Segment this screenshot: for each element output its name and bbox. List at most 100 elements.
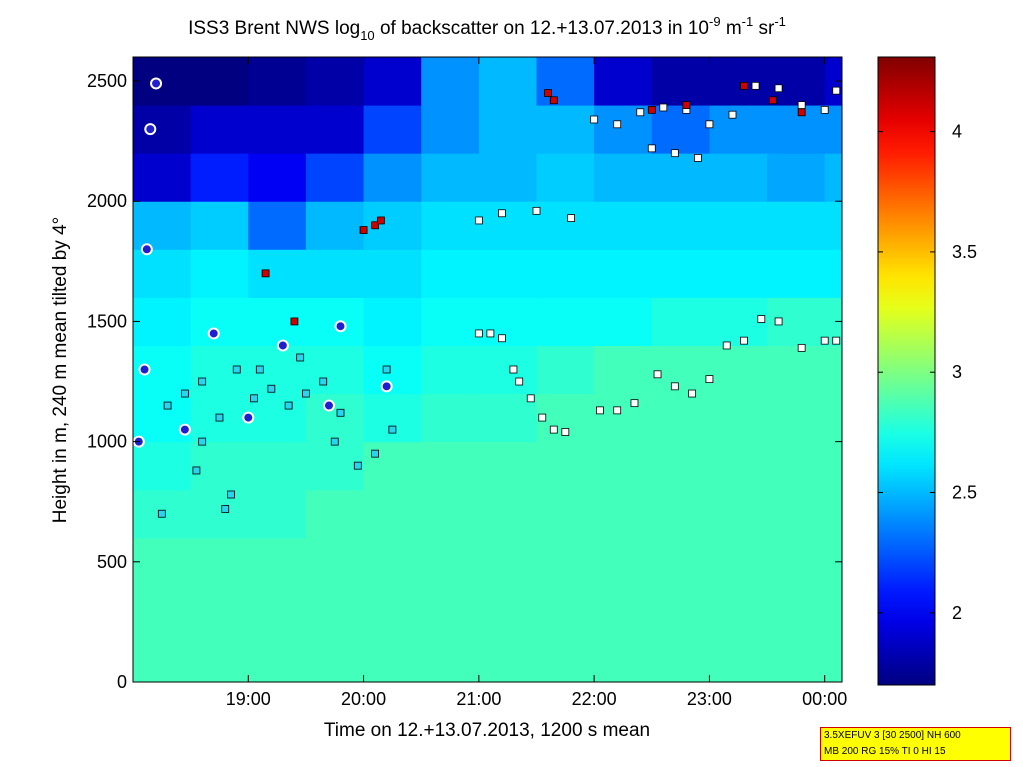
- y-tick-label: 2000: [87, 191, 127, 211]
- marker: [221, 505, 230, 513]
- heat-cell: [594, 441, 653, 491]
- heat-cell: [767, 249, 826, 298]
- heat-cell: [133, 537, 192, 587]
- heat-cell: [190, 57, 249, 106]
- heat-cell: [651, 537, 710, 587]
- heat-cell: [594, 57, 653, 106]
- heat-cell: [536, 105, 595, 154]
- heat-cell: [594, 297, 653, 346]
- heat-cell: [651, 441, 710, 491]
- heat-cell: [248, 537, 307, 587]
- heat-cell: [767, 201, 826, 250]
- heat-cell: [651, 201, 710, 250]
- heat-cell: [248, 201, 307, 250]
- title-sup: -9: [709, 14, 721, 29]
- heat-cell: [478, 249, 537, 298]
- heat-cell: [651, 633, 710, 682]
- heat-cell: [824, 297, 842, 346]
- heat-cell: [248, 633, 307, 682]
- heat-cell: [363, 441, 422, 491]
- marker: [751, 81, 760, 90]
- heat-cell: [248, 393, 307, 443]
- colorbar-tick-label: 2: [952, 603, 962, 623]
- heat-cell: [363, 633, 422, 682]
- marker: [636, 108, 645, 117]
- marker: [150, 77, 163, 90]
- marker: [388, 425, 397, 434]
- marker: [653, 370, 662, 379]
- heat-cell: [133, 297, 192, 346]
- heat-cell: [709, 57, 768, 106]
- marker: [515, 377, 524, 386]
- markers: [133, 77, 841, 518]
- heat-cell: [824, 489, 842, 539]
- marker: [232, 365, 241, 374]
- marker: [322, 399, 335, 412]
- marker: [474, 216, 483, 225]
- heat-cell: [594, 585, 653, 635]
- marker: [740, 336, 748, 345]
- marker: [163, 401, 172, 410]
- marker: [820, 336, 829, 345]
- heat-cell: [651, 297, 710, 346]
- marker: [140, 243, 153, 256]
- marker: [474, 329, 483, 338]
- heat-cell: [651, 345, 710, 395]
- heat-cell: [190, 297, 249, 346]
- marker: [284, 401, 293, 410]
- heat-cell: [536, 153, 595, 202]
- heat-cell: [709, 537, 768, 587]
- heat-cell: [248, 585, 307, 635]
- marker: [590, 115, 599, 124]
- heat-cell: [594, 537, 653, 587]
- marker: [215, 413, 224, 422]
- x-tick-label: 00:00: [802, 689, 847, 709]
- heat-cell: [536, 345, 595, 395]
- heat-cell: [305, 153, 365, 202]
- heat-cell: [478, 201, 537, 250]
- marker: [722, 341, 731, 350]
- marker: [353, 461, 362, 470]
- heat-cell: [824, 105, 842, 154]
- heat-cell: [421, 201, 480, 250]
- info-line: MB 200 RG 15% TI 0 HI 15: [824, 746, 946, 757]
- heat-cell: [709, 393, 768, 443]
- heat-cell: [478, 153, 537, 202]
- heat-cell: [594, 345, 653, 395]
- heat-cell: [536, 585, 595, 635]
- title-part: of backscatter on 12.+13.07.2013 in 10: [375, 18, 709, 39]
- x-axis-label: Time on 12.+13.07.2013, 1200 s mean: [324, 720, 650, 741]
- colorbar-tick-label: 3: [952, 362, 962, 382]
- marker: [740, 81, 748, 90]
- heat-cell: [421, 489, 480, 539]
- marker: [670, 382, 679, 391]
- marker: [178, 423, 191, 436]
- marker: [334, 320, 347, 333]
- marker: [157, 509, 166, 518]
- y-axis-label: Height in m, 240 m mean tilted by 4°: [50, 217, 71, 523]
- heat-cell: [651, 105, 710, 154]
- marker: [371, 449, 379, 458]
- marker: [693, 154, 702, 162]
- marker: [688, 389, 697, 398]
- heat-cell: [421, 57, 480, 106]
- marker: [242, 411, 255, 424]
- heat-cell: [248, 57, 307, 106]
- marker: [544, 89, 552, 97]
- marker: [371, 221, 379, 230]
- marker: [144, 123, 157, 136]
- marker: [561, 428, 570, 436]
- marker: [486, 329, 495, 338]
- marker: [526, 394, 535, 403]
- marker: [302, 389, 310, 398]
- marker: [630, 399, 639, 408]
- heat-cell: [536, 537, 595, 587]
- heat-cell: [536, 201, 595, 250]
- heat-cell: [190, 537, 249, 587]
- heat-cell: [363, 489, 422, 539]
- heat-cell: [709, 153, 768, 202]
- marker: [705, 375, 714, 384]
- marker: [820, 105, 829, 114]
- marker: [797, 101, 806, 109]
- marker: [498, 334, 506, 343]
